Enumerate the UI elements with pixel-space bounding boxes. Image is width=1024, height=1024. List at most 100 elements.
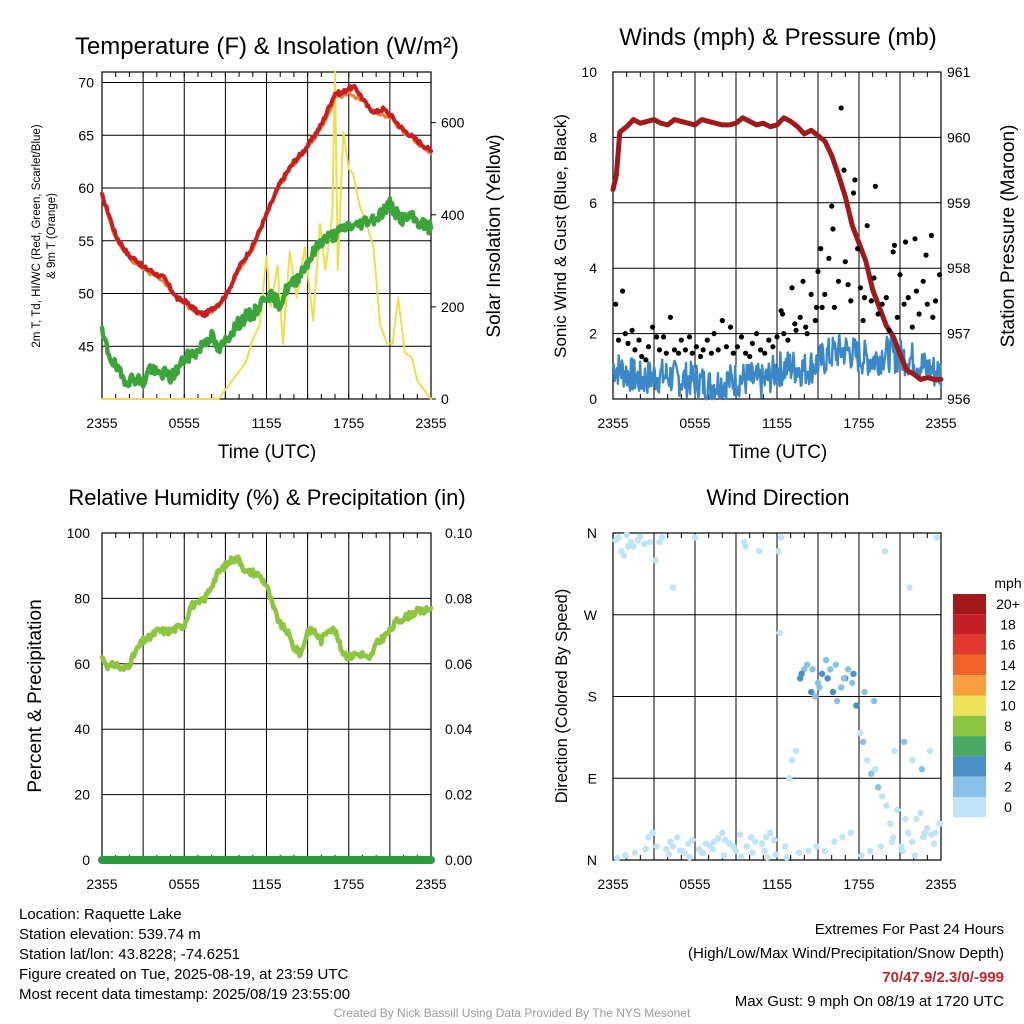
wind-direction-point (798, 670, 805, 677)
colorbar-swatch-8 (953, 756, 986, 777)
gust-point (613, 301, 619, 307)
gust-point (928, 232, 935, 239)
wind-direction-point (805, 847, 812, 855)
wind-direction-point (931, 840, 938, 847)
wind-direction-point (782, 843, 789, 850)
gust-point (711, 331, 717, 337)
wind-direction-point (818, 670, 826, 677)
colorbar-swatch-5 (953, 695, 986, 716)
colorbar-label-4: 12 (1000, 677, 1016, 693)
wind-direction-point (631, 849, 639, 856)
wind-direction-point (913, 815, 920, 823)
wind-direction-point (853, 702, 860, 709)
wind-direction-point (685, 840, 692, 847)
colorbar-unit-label: mph (994, 575, 1021, 591)
wind-direction-point (698, 849, 705, 856)
wind-direction-point (792, 747, 800, 755)
gust-point (808, 291, 814, 297)
insolation-ytick-right-1: 200 (441, 299, 465, 315)
gust-point (622, 331, 628, 337)
wind-direction-point (839, 834, 846, 841)
wind-direction-point (721, 836, 729, 844)
wind-direction-point (864, 756, 871, 764)
gust-point (766, 337, 772, 343)
gust-point (864, 223, 870, 229)
wind-direction-point (669, 843, 677, 850)
max-gust: Max Gust: 9 mph On 08/19 at 1720 UTC (734, 993, 1004, 1010)
wind-direction-point (894, 806, 901, 814)
wdir-ytick-1: E (588, 770, 597, 786)
gust-point (697, 353, 704, 360)
wind-direction-point (645, 834, 652, 841)
temp-ytick-left-0: 45 (78, 338, 94, 354)
gust-point (797, 314, 803, 320)
gust-point (738, 334, 745, 340)
wind-direction-point (844, 666, 852, 673)
gust-point (923, 252, 929, 258)
wind-direction-point (751, 838, 759, 845)
wind-direction-point (866, 847, 874, 855)
gust-point (812, 317, 818, 324)
gust-point (730, 350, 736, 356)
gust-point (643, 357, 649, 363)
gust-point (719, 317, 725, 324)
gust-point (749, 340, 756, 346)
wind-direction-point (732, 847, 740, 855)
winds-ytick-left-1: 2 (589, 326, 597, 342)
gust-point (632, 347, 638, 353)
colorbar-label-0: 20+ (996, 596, 1020, 612)
wdir-xtick-4: 2355 (925, 876, 956, 892)
insolation-ytick-right-0: 0 (441, 391, 449, 407)
wind-direction-point (758, 840, 766, 847)
temp-xtick-2: 1155 (251, 415, 281, 431)
gust-point (930, 314, 936, 320)
colorbar-label-3: 14 (1000, 657, 1016, 673)
wind-direction-point (709, 845, 716, 853)
wind-direction-point (831, 838, 838, 845)
gust-point (650, 324, 656, 330)
series-line-2m-dew-point (99, 196, 434, 389)
wind-direction-point (669, 584, 677, 591)
winds-xtick-3: 1755 (843, 415, 874, 431)
wdir-xtick-1: 0555 (679, 876, 710, 892)
gust-point (629, 327, 635, 333)
colorbar-swatch-1 (953, 614, 986, 635)
gust-point (815, 268, 821, 275)
gust-point (693, 344, 700, 350)
wdir-ytick-3: W (584, 607, 598, 623)
colorbar-swatch-10 (953, 797, 986, 818)
rh-ytick-left-2: 40 (74, 721, 90, 737)
rh-ytick-left-4: 80 (74, 590, 90, 606)
wind-direction-point (742, 543, 749, 550)
wind-direction-point (764, 854, 771, 861)
gust-point (872, 183, 879, 189)
temperature-y-axis-label-line2: & 9m T (Orange) (46, 193, 58, 279)
precip-ytick-right-4: 0.08 (445, 590, 472, 606)
wind-direction-point (674, 834, 681, 841)
wind-direction-point (646, 538, 654, 546)
wind-direction-point (933, 534, 941, 541)
colorbar-label-6: 8 (1004, 718, 1012, 734)
gust-point (792, 321, 798, 327)
wind-direction-point (637, 533, 644, 540)
wind-direction-point (803, 661, 811, 668)
gust-point (803, 324, 809, 330)
gust-point (920, 278, 926, 284)
wind-direction-point (812, 693, 819, 700)
colorbar-swatch-2 (953, 634, 986, 655)
wind-direction-point (833, 697, 841, 705)
wind-direction-point (918, 766, 926, 773)
gust-point (871, 275, 877, 281)
gust-point (671, 347, 678, 353)
gust-point (924, 301, 930, 307)
gust-point (855, 246, 861, 252)
insolation-ytick-right-3: 600 (441, 115, 465, 131)
gust-point (901, 301, 907, 307)
gust-point (762, 350, 768, 356)
wind-direction-panel: Wind Direction Direction (Colored By Spe… (553, 485, 1022, 892)
sonic-wind-line (611, 333, 943, 401)
wind-direction-point (620, 552, 628, 559)
wdir-xtick-0: 2355 (597, 876, 628, 892)
wdir-xtick-3: 1755 (843, 876, 874, 892)
gust-point (852, 177, 858, 183)
